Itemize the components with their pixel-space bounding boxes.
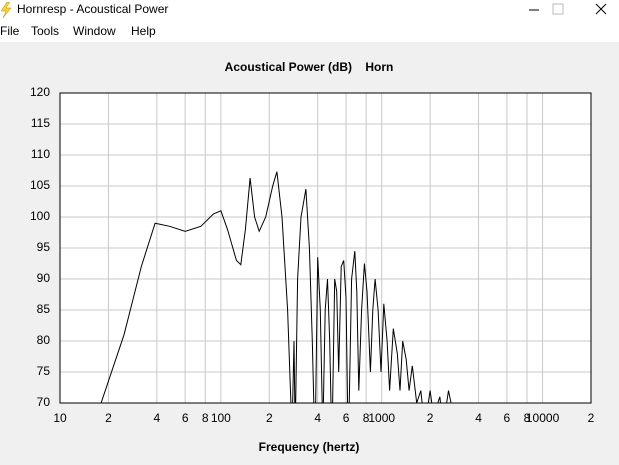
y-tick-label: 80 — [37, 333, 51, 347]
window-title: Hornresp - Acoustical Power — [17, 2, 169, 16]
y-tick-label: 75 — [37, 364, 51, 378]
y-tick-label: 105 — [30, 178, 50, 192]
x-tick-label: 8 — [363, 411, 370, 425]
x-tick-label: 8 — [524, 411, 531, 425]
y-tick-label: 90 — [37, 271, 51, 285]
x-tick-label: 6 — [343, 411, 350, 425]
menu-item[interactable]: Tools — [31, 24, 60, 38]
y-tick-label: 85 — [37, 302, 51, 316]
close-button[interactable] — [595, 3, 607, 15]
x-tick-label: 1000 — [368, 411, 395, 425]
x-axis-label: Frequency (hertz) — [259, 440, 360, 454]
x-tick-label: 2 — [266, 411, 273, 425]
title-bar: Hornresp - Acoustical Power — [0, 0, 619, 20]
data-line — [100, 171, 452, 403]
x-tick-label: 10000 — [526, 411, 560, 425]
x-tick-label: 100 — [211, 411, 231, 425]
x-tick-label: 6 — [504, 411, 511, 425]
y-tick-label: 95 — [37, 240, 51, 254]
y-tick-label: 70 — [37, 395, 51, 409]
plot-border — [59, 92, 592, 404]
x-tick-label: 2 — [105, 411, 112, 425]
y-tick-label: 110 — [31, 147, 50, 161]
chart: Acoustical Power (dB) Horn Frequency (he… — [30, 60, 595, 454]
x-tick-label: 8 — [202, 411, 209, 425]
x-tick-label: 6 — [182, 411, 189, 425]
app-icon — [0, 2, 12, 18]
x-tick-label: 4 — [154, 411, 161, 425]
x-tick-label: 4 — [314, 411, 321, 425]
chart-title: Acoustical Power (dB) Horn — [225, 60, 394, 74]
menu-item[interactable]: Window — [73, 24, 116, 38]
y-tick-label: 115 — [31, 116, 50, 130]
x-tick-label: 2 — [588, 411, 595, 425]
maximize-button[interactable] — [552, 3, 564, 15]
y-tick-label: 100 — [30, 209, 50, 223]
x-tick-label: 2 — [427, 411, 434, 425]
window-controls — [529, 3, 607, 15]
menu-item[interactable]: Help — [131, 24, 156, 38]
menu-bar: File Tools Window Help — [0, 20, 619, 42]
x-tick-label: 4 — [475, 411, 482, 425]
x-tick-label: 10 — [53, 411, 67, 425]
y-tick-label: 120 — [30, 85, 50, 99]
menu-item[interactable]: File — [0, 24, 20, 38]
